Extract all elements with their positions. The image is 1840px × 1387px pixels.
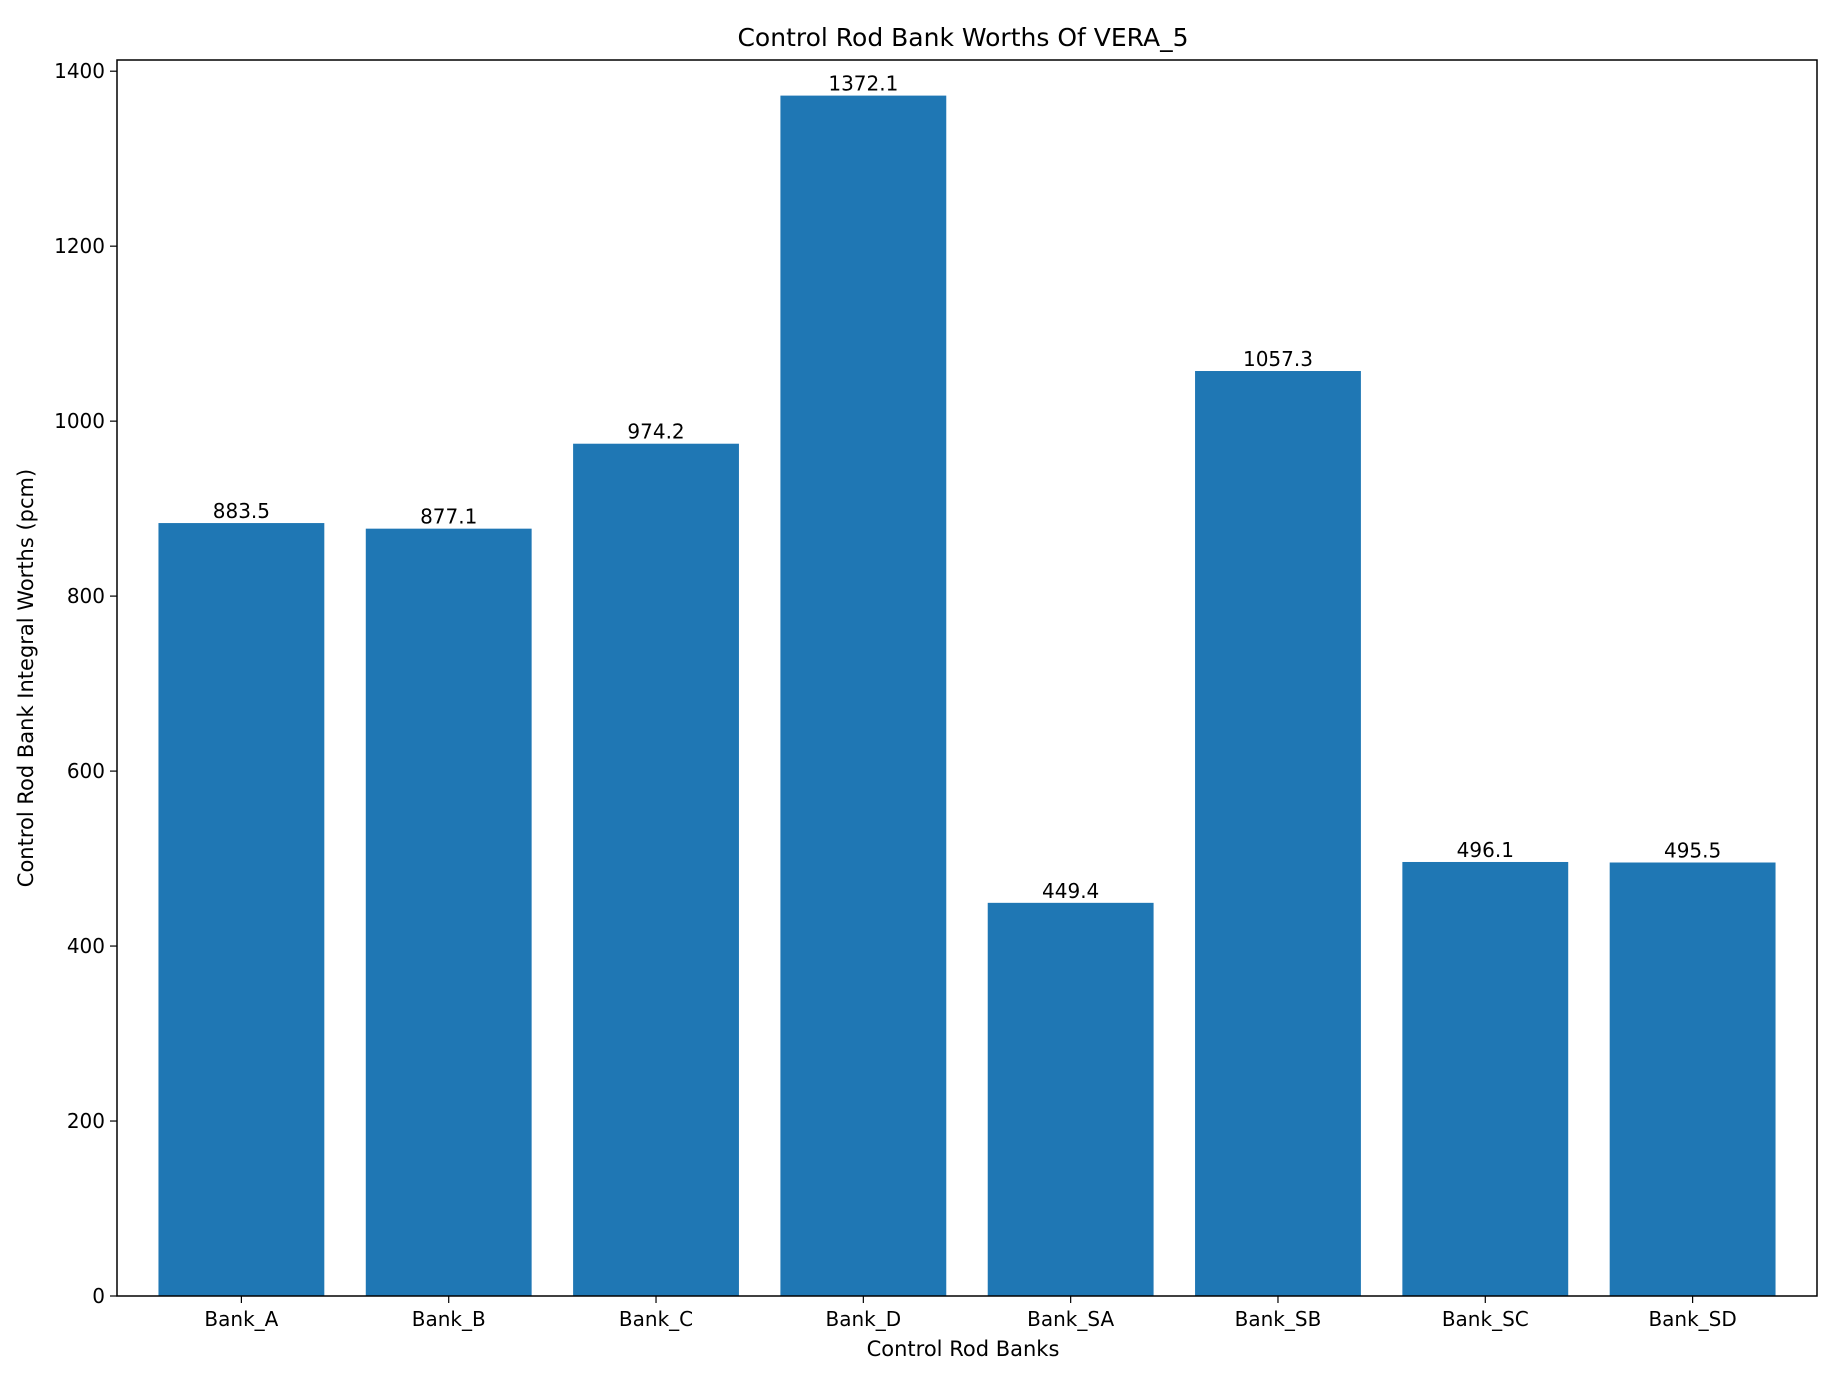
bar-value-label: 495.5	[1664, 839, 1721, 863]
bar-bank-sd	[1609, 862, 1776, 1296]
bar-value-label: 449.4	[1042, 879, 1099, 903]
bar-value-label: 883.5	[213, 499, 270, 523]
bar-bank-sa	[987, 902, 1154, 1296]
y-tick-label: 400	[67, 934, 105, 958]
x-axis-ticks: Bank_A Bank_B Bank_C Bank_D Bank_SA Bank_SB Ba…	[204, 1296, 1737, 1331]
bar-bank-sc	[1402, 861, 1569, 1296]
y-axis-label: Control Rod Bank Integral Worths (pcm)	[14, 469, 38, 887]
x-tick-label: Bank_D	[826, 1307, 902, 1331]
y-tick-label: 1200	[54, 234, 105, 258]
bar-bank-b	[365, 528, 532, 1296]
x-tick-label: Bank_A	[204, 1307, 278, 1331]
bar-value-label: 974.2	[627, 420, 684, 444]
x-axis-label: Control Rod Banks	[867, 1337, 1060, 1361]
bar-value-label: 877.1	[420, 505, 477, 529]
y-tick-label: 800	[67, 584, 105, 608]
bar-bank-d	[780, 95, 947, 1297]
bar-bank-c	[573, 443, 739, 1297]
y-tick-label: 600	[67, 759, 105, 783]
plot-frame	[116, 59, 1818, 1297]
y-tick-label: 1400	[54, 59, 105, 83]
chart-title: Control Rod Bank Worths Of VERA_5	[737, 23, 1188, 52]
x-tick-label: Bank_SA	[1027, 1307, 1114, 1331]
bar-labels-layer: 883.5 877.1 974.2 1372.1 449.4 1057.3 496.1 495…	[213, 72, 1721, 903]
x-tick-label: Bank_SB	[1235, 1307, 1322, 1331]
y-tick-label: 1000	[54, 409, 105, 433]
x-tick-label: Bank_SC	[1442, 1307, 1529, 1331]
bar-bank-a	[158, 523, 325, 1296]
bar-value-label: 1372.1	[828, 72, 898, 96]
bar-value-label: 1057.3	[1243, 347, 1313, 371]
y-axis-ticks: 0 200 400 600 800 1000 1200 1400	[54, 59, 117, 1308]
bars-layer	[158, 95, 1776, 1297]
y-tick-label: 0	[92, 1284, 105, 1308]
x-tick-label: Bank_B	[412, 1307, 486, 1331]
y-tick-label: 200	[67, 1109, 105, 1133]
bar-bank-sb	[1195, 371, 1361, 1296]
x-tick-label: Bank_C	[619, 1307, 693, 1331]
x-tick-label: Bank_SD	[1648, 1307, 1736, 1331]
bar-value-label: 496.1	[1457, 838, 1514, 862]
